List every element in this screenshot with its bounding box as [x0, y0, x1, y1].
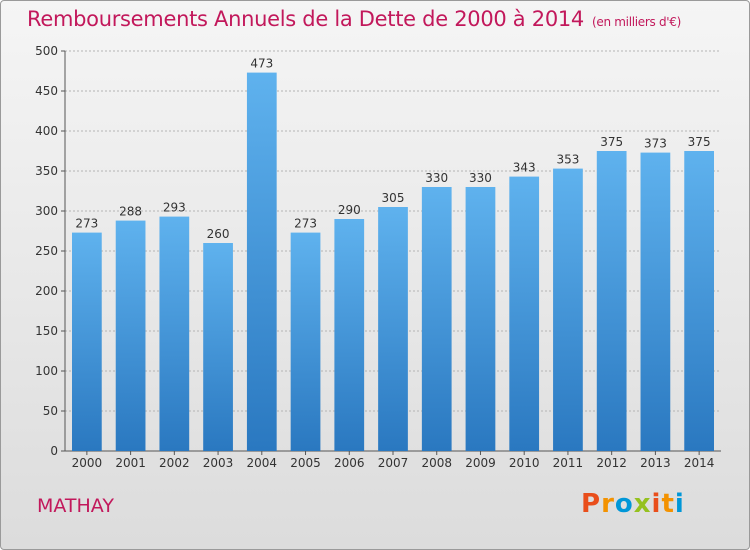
bar-2011 [553, 168, 583, 451]
bar-2008 [421, 187, 452, 451]
x-tick-label: 2007 [378, 456, 409, 470]
logo-letter: i [651, 489, 662, 519]
logo-letter: i [674, 489, 685, 519]
data-label: 273 [294, 217, 317, 231]
bar-2012 [596, 151, 627, 451]
bar-2001 [115, 220, 146, 451]
logo-letter: o [614, 489, 634, 519]
data-label: 293 [163, 201, 186, 215]
data-label: 473 [250, 57, 273, 71]
y-tick-label: 150 [35, 324, 58, 338]
x-tick-label: 2008 [421, 456, 452, 470]
data-label: 260 [207, 227, 230, 241]
bar-2009 [465, 187, 496, 451]
x-tick-label: 2005 [290, 456, 321, 470]
y-tick-label: 450 [35, 84, 58, 98]
bar-2004 [246, 72, 277, 451]
bar-2010 [509, 176, 540, 451]
y-tick-label: 350 [35, 164, 58, 178]
logo-letter: P [581, 489, 602, 519]
commune-name: MATHAY [37, 495, 114, 517]
bar-2007 [378, 207, 408, 451]
data-label: 330 [425, 171, 448, 185]
x-tick-label: 2000 [72, 456, 103, 470]
logo-letter: r [601, 489, 615, 519]
bar-2002 [159, 216, 190, 451]
bar-2013 [640, 152, 671, 451]
y-tick-label: 300 [35, 204, 58, 218]
x-tick-label: 2010 [509, 456, 540, 470]
data-label: 273 [75, 217, 98, 231]
y-tick-label: 0 [50, 444, 58, 458]
data-label: 353 [556, 153, 579, 167]
x-tick-label: 2004 [247, 456, 278, 470]
data-label: 375 [600, 135, 623, 149]
data-label: 375 [688, 135, 711, 149]
title-text: Remboursements Annuels de la Dette de 20… [27, 7, 584, 31]
x-tick-label: 2006 [334, 456, 365, 470]
data-label: 305 [382, 191, 405, 205]
data-label: 288 [119, 205, 142, 219]
data-label: 290 [338, 203, 361, 217]
x-tick-label: 2012 [596, 456, 627, 470]
bar-2006 [334, 219, 365, 451]
y-tick-label: 100 [35, 364, 58, 378]
chart-title: Remboursements Annuels de la Dette de 20… [27, 7, 681, 31]
y-tick-label: 500 [35, 44, 58, 58]
y-tick-label: 250 [35, 244, 58, 258]
data-label: 330 [469, 171, 492, 185]
bar-2014 [684, 151, 715, 451]
x-tick-label: 2013 [640, 456, 671, 470]
logo-letter: x [633, 489, 652, 519]
unit-note: (en milliers d'€) [592, 15, 682, 29]
bar-2000 [71, 232, 102, 451]
data-label: 343 [513, 161, 536, 175]
x-tick-label: 2001 [115, 456, 146, 470]
bar-2003 [203, 243, 233, 451]
x-tick-label: 2009 [465, 456, 496, 470]
data-label: 373 [644, 137, 667, 151]
y-tick-label: 200 [35, 284, 58, 298]
x-tick-label: 2003 [203, 456, 234, 470]
x-tick-label: 2002 [159, 456, 190, 470]
x-tick-label: 2011 [553, 456, 584, 470]
proxiti-logo: Proxiti [581, 489, 685, 519]
y-tick-label: 400 [35, 124, 58, 138]
bar-2005 [290, 232, 321, 451]
logo-letter: t [661, 489, 675, 519]
x-tick-label: 2014 [684, 456, 715, 470]
y-tick-label: 50 [43, 404, 58, 418]
